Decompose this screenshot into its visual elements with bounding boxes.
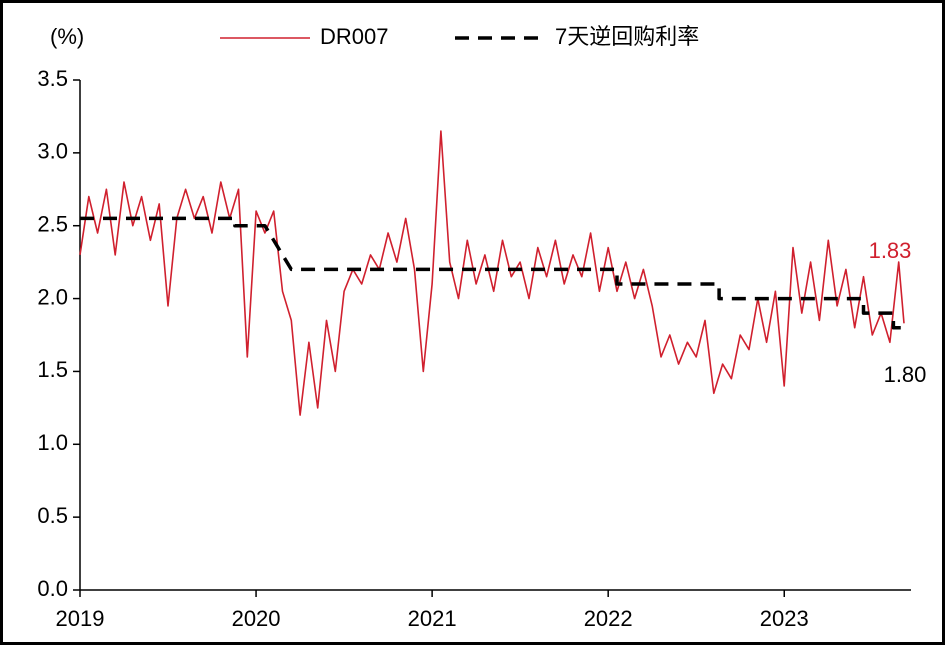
y-unit-label: (%)	[50, 24, 84, 49]
x-tick-label: 2020	[232, 606, 281, 631]
legend-label: DR007	[320, 24, 388, 49]
y-tick-label: 1.5	[37, 357, 68, 382]
y-tick-label: 2.5	[37, 212, 68, 237]
y-tick-label: 0.5	[37, 503, 68, 528]
x-tick-label: 2019	[56, 606, 105, 631]
y-tick-label: 3.5	[37, 66, 68, 91]
y-tick-label: 0.0	[37, 576, 68, 601]
series-line	[79, 130, 905, 416]
series-line	[80, 216, 904, 330]
annotation: 1.80	[884, 362, 927, 387]
x-tick-label: 2021	[408, 606, 457, 631]
x-tick-label: 2023	[760, 606, 809, 631]
x-tick-label: 2022	[584, 606, 633, 631]
y-tick-label: 1.0	[37, 430, 68, 455]
legend-label: 7天逆回购利率	[555, 24, 699, 49]
y-tick-label: 2.0	[37, 284, 68, 309]
y-tick-label: 3.0	[37, 139, 68, 164]
annotation: 1.83	[869, 238, 912, 263]
